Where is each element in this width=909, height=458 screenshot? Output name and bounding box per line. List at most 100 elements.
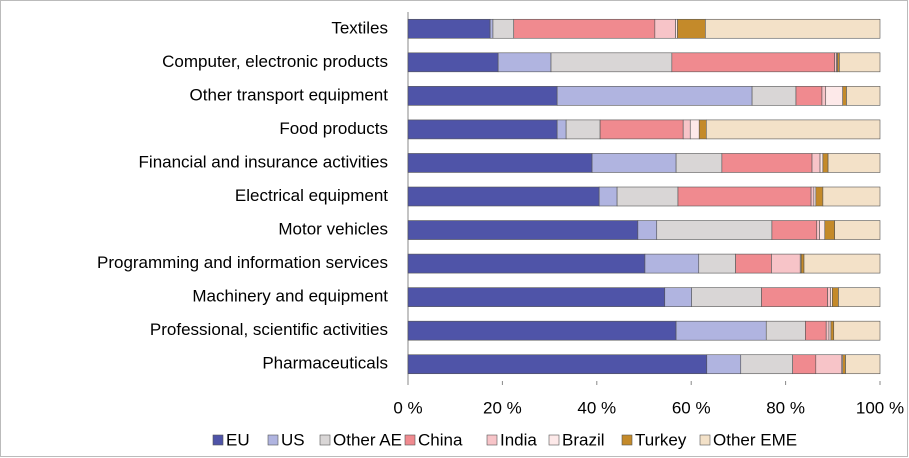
- legend-swatch: [699, 434, 711, 446]
- bar-segment: [407, 119, 558, 140]
- legend-swatch: [212, 434, 224, 446]
- bar-segment: [677, 18, 706, 39]
- bar-segment: [691, 287, 762, 307]
- bar-segment: [407, 52, 499, 73]
- bar-segment: [815, 186, 824, 207]
- bar-segment: [832, 287, 839, 307]
- bar-segment: [822, 153, 829, 173]
- x-tick-label: 80 %: [766, 398, 805, 417]
- bar-segment: [751, 86, 797, 106]
- x-tick-label: 100 %: [856, 398, 904, 417]
- bar-segment: [671, 52, 835, 73]
- x-tick-label: 60 %: [672, 398, 711, 417]
- bar-segment: [827, 153, 881, 173]
- bar-segment: [616, 186, 679, 207]
- bar-segment: [842, 354, 846, 375]
- bar-segment: [407, 253, 646, 274]
- bar-segment: [637, 220, 658, 240]
- bar-segment: [815, 354, 843, 375]
- legend-label: India: [500, 430, 537, 449]
- x-tick-label: 40 %: [577, 398, 616, 417]
- bar-segment: [827, 287, 831, 307]
- bar-segment: [795, 86, 823, 106]
- bar-segment: [489, 18, 494, 39]
- bar-segment: [792, 354, 817, 375]
- bar-segment: [833, 320, 881, 341]
- bar-segment: [761, 287, 828, 307]
- y-tick-label: Financial and insurance activities: [139, 152, 388, 171]
- bar-segment: [810, 186, 815, 207]
- bar-segment: [550, 52, 673, 73]
- bar-segment: [656, 220, 773, 240]
- bar-segment: [834, 220, 881, 240]
- bar-segment: [677, 186, 812, 207]
- legend-label: Other AE: [333, 430, 402, 449]
- bar-segment: [735, 253, 772, 274]
- bar-segment: [765, 320, 806, 341]
- bar-segment: [740, 354, 793, 375]
- bar-segment: [706, 354, 742, 375]
- legend-label: EU: [226, 430, 250, 449]
- bar-segment: [705, 18, 881, 39]
- legend-swatch: [621, 434, 633, 446]
- y-tick-label: Pharmaceuticals: [262, 354, 388, 373]
- bar-segment: [591, 153, 677, 173]
- bar-segment: [771, 220, 818, 240]
- y-tick-label: Other transport equipment: [190, 85, 389, 104]
- bar-segment: [682, 119, 691, 140]
- legend-label: Other EME: [713, 430, 797, 449]
- x-tick-label: 20 %: [483, 398, 522, 417]
- bar-segment: [689, 119, 700, 140]
- bar-segment: [513, 18, 656, 39]
- bar-segment: [842, 86, 847, 106]
- bar-segment: [822, 186, 881, 207]
- y-tick-label: Programming and information services: [97, 253, 388, 272]
- bar-segment: [675, 320, 767, 341]
- bar-segment: [407, 287, 666, 307]
- bar-segment: [845, 354, 881, 375]
- bar-segment: [407, 320, 677, 341]
- bar-segment: [407, 86, 558, 106]
- bar-segment: [644, 253, 700, 274]
- legend-label: Turkey: [635, 430, 687, 449]
- y-tick-label: Electrical equipment: [235, 186, 388, 205]
- bar-segment: [407, 220, 639, 240]
- bar-segment: [821, 86, 827, 106]
- bar-segment: [556, 119, 567, 140]
- bar-segment: [706, 119, 881, 140]
- bar-segment: [407, 354, 708, 375]
- legend-label: US: [281, 430, 305, 449]
- bar-segment: [407, 153, 593, 173]
- y-tick-label: Food products: [279, 119, 388, 138]
- y-tick-label: Professional, scientific activities: [150, 320, 388, 339]
- bar-segment: [407, 18, 491, 39]
- legend-label: Brazil: [562, 430, 605, 449]
- y-tick-label: Textiles: [331, 18, 388, 37]
- bar-segment: [846, 86, 881, 106]
- bar-segment: [497, 52, 552, 73]
- bar-segment: [824, 220, 835, 240]
- bar-segment: [599, 119, 684, 140]
- bar-segment: [556, 86, 753, 106]
- x-tick-label: 0 %: [393, 398, 422, 417]
- bar-segment: [811, 153, 821, 173]
- bar-segment: [565, 119, 601, 140]
- y-tick-label: Computer, electronic products: [162, 52, 388, 71]
- bar-segment: [664, 287, 692, 307]
- bar-segment: [698, 253, 736, 274]
- bar-segment: [800, 253, 805, 274]
- bar-segment: [805, 320, 827, 341]
- bar-segment: [816, 220, 820, 240]
- bar-segment: [654, 18, 676, 39]
- y-tick-label: Motor vehicles: [278, 220, 388, 239]
- y-tick-label: Machinery and equipment: [192, 287, 388, 306]
- bar-segment: [825, 320, 830, 341]
- bar-segment: [598, 186, 618, 207]
- legend-swatch: [319, 434, 331, 446]
- bar-segment: [839, 52, 881, 73]
- bar-segment: [838, 287, 881, 307]
- legend-swatch: [548, 434, 560, 446]
- bar-segment: [698, 119, 707, 140]
- legend-label: China: [418, 430, 463, 449]
